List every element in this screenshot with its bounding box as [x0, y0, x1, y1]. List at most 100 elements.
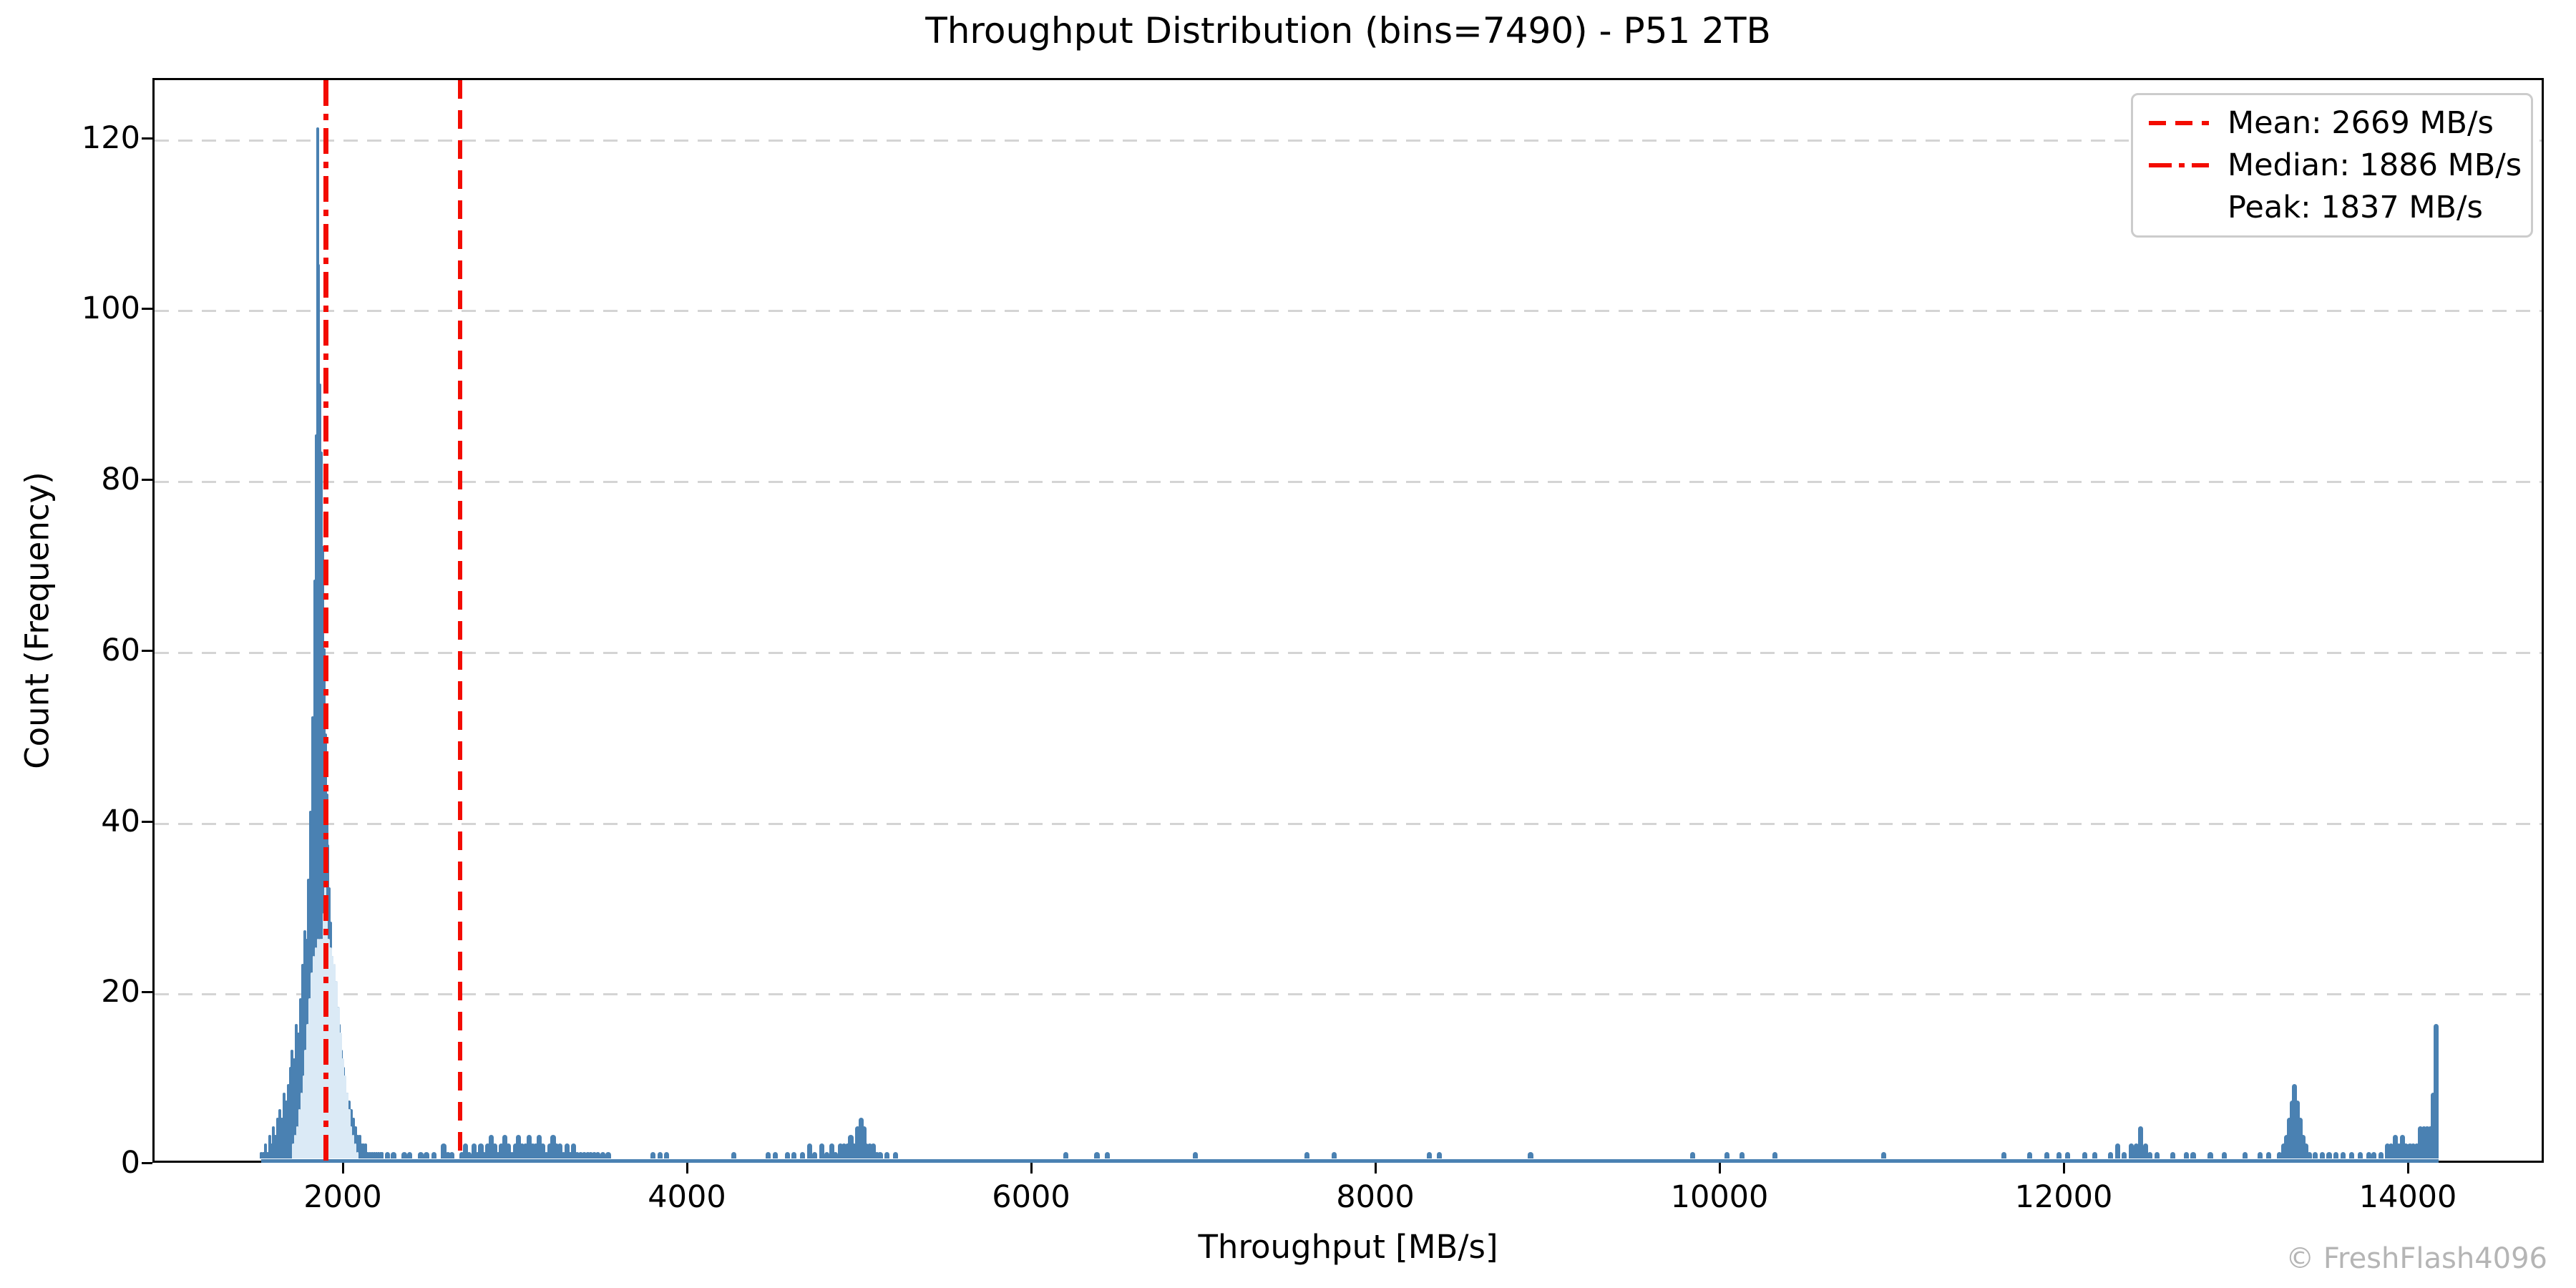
histogram-bar	[811, 1152, 818, 1158]
histogram-bar	[2366, 1152, 2371, 1158]
histogram-bar	[1304, 1152, 1309, 1158]
histogram-bar	[1426, 1152, 1432, 1158]
histogram-bar	[424, 1152, 429, 1158]
histogram-bar	[2276, 1152, 2282, 1158]
histogram-bar	[864, 1143, 869, 1158]
histogram-bar	[1772, 1152, 1778, 1158]
chart-title: Throughput Distribution (bins=7490) - P5…	[925, 10, 1771, 52]
histogram-bar	[2403, 1143, 2409, 1158]
histogram-bar	[877, 1152, 883, 1158]
y-tick-mark	[142, 1162, 152, 1164]
histogram-bar	[806, 1143, 812, 1158]
histogram-bar	[333, 964, 336, 1158]
histogram-bar	[298, 1109, 301, 1158]
histogram-bar	[261, 1152, 265, 1158]
histogram-bar	[585, 1152, 590, 1158]
y-tick-label: 80	[101, 462, 140, 498]
histogram-bar	[841, 1143, 847, 1158]
histogram-bar	[2303, 1143, 2309, 1158]
histogram-bar	[2371, 1152, 2377, 1158]
x-tick-mark	[686, 1163, 688, 1174]
histogram-bar	[407, 1152, 413, 1158]
histogram-bar	[2190, 1152, 2196, 1158]
histogram-bar	[301, 964, 304, 1158]
x-tick-label: 6000	[992, 1179, 1070, 1215]
histogram-bar	[329, 947, 332, 1158]
histogram-bar	[295, 1024, 298, 1158]
y-tick-label: 20	[101, 974, 140, 1010]
histogram-bar	[550, 1135, 556, 1158]
histogram-bar	[2333, 1152, 2339, 1158]
histogram-bar	[462, 1143, 468, 1158]
mean-line	[457, 80, 462, 1161]
histogram-bar	[2114, 1143, 2120, 1158]
histogram-bar	[2306, 1152, 2312, 1158]
histogram-bar	[2289, 1101, 2295, 1158]
histogram-bar	[2138, 1126, 2144, 1158]
histogram-bar	[560, 1152, 566, 1158]
histogram-bar	[2221, 1152, 2227, 1158]
histogram-bar	[2001, 1152, 2006, 1158]
histogram-bar	[268, 1135, 271, 1158]
histogram-bar	[2154, 1152, 2160, 1158]
x-tick-label: 8000	[1336, 1179, 1415, 1215]
histogram-bar	[848, 1135, 854, 1158]
histogram-bar	[449, 1152, 454, 1158]
histogram-bar	[505, 1143, 512, 1158]
histogram-bar	[1332, 1152, 1337, 1158]
y-tick-label: 40	[101, 803, 140, 839]
histogram-bar	[784, 1152, 790, 1158]
histogram-bar	[488, 1135, 494, 1158]
histogram-bar	[366, 1152, 370, 1158]
histogram-bar	[286, 1083, 290, 1158]
histogram-bar	[829, 1143, 835, 1158]
histogram-bar	[516, 1135, 522, 1158]
histogram-bar	[772, 1152, 778, 1158]
x-tick-label: 14000	[2358, 1179, 2457, 1215]
histogram-bar	[2378, 1152, 2384, 1158]
histogram-bar	[303, 930, 306, 1158]
histogram-bar	[2396, 1143, 2401, 1158]
histogram-bar	[288, 1066, 292, 1158]
histogram-bar	[1528, 1152, 1533, 1158]
histogram-bar	[291, 1049, 294, 1158]
histogram-bar	[858, 1118, 864, 1158]
y-tick-mark	[142, 308, 152, 311]
histogram-bar	[2414, 1143, 2420, 1158]
histogram-bar	[1689, 1152, 1695, 1158]
histogram-bar	[356, 1135, 359, 1158]
histogram-bar	[592, 1152, 597, 1158]
histogram-bar	[265, 1152, 269, 1158]
watermark: © FreshFlash4096	[2285, 1242, 2547, 1275]
histogram-bar	[575, 1152, 580, 1158]
histogram-bar	[2092, 1152, 2098, 1158]
histogram-bar	[2082, 1152, 2088, 1158]
histogram-bar	[376, 1152, 380, 1158]
histogram-bar	[2143, 1143, 2149, 1158]
histogram-bar	[540, 1143, 546, 1158]
histogram-bar	[471, 1143, 477, 1158]
histogram-bar	[2348, 1152, 2354, 1158]
histogram-bar	[600, 1152, 606, 1158]
histogram-bar	[2064, 1152, 2070, 1158]
histogram-bar	[379, 1152, 382, 1158]
histogram-bar	[2421, 1126, 2426, 1158]
x-tick-mark	[1374, 1163, 1377, 1174]
histogram-bar	[588, 1152, 594, 1158]
y-tick-mark	[142, 479, 152, 482]
histogram-bar	[554, 1143, 560, 1158]
histogram-bar	[364, 1143, 368, 1158]
y-tick-mark	[142, 649, 152, 652]
legend-label-peak: Peak: 1837 MB/s	[2228, 189, 2483, 225]
x-tick-label: 12000	[2014, 1179, 2113, 1215]
y-tick-mark	[142, 137, 152, 140]
histogram-bar	[482, 1152, 487, 1158]
histogram-bar	[2340, 1152, 2346, 1158]
histogram-bar	[522, 1143, 529, 1158]
histogram-bar	[2319, 1152, 2325, 1158]
histogram-bar	[293, 1058, 296, 1158]
histogram-bar	[298, 998, 302, 1158]
y-tick-mark	[142, 820, 152, 823]
histogram-bar	[306, 1024, 309, 1158]
